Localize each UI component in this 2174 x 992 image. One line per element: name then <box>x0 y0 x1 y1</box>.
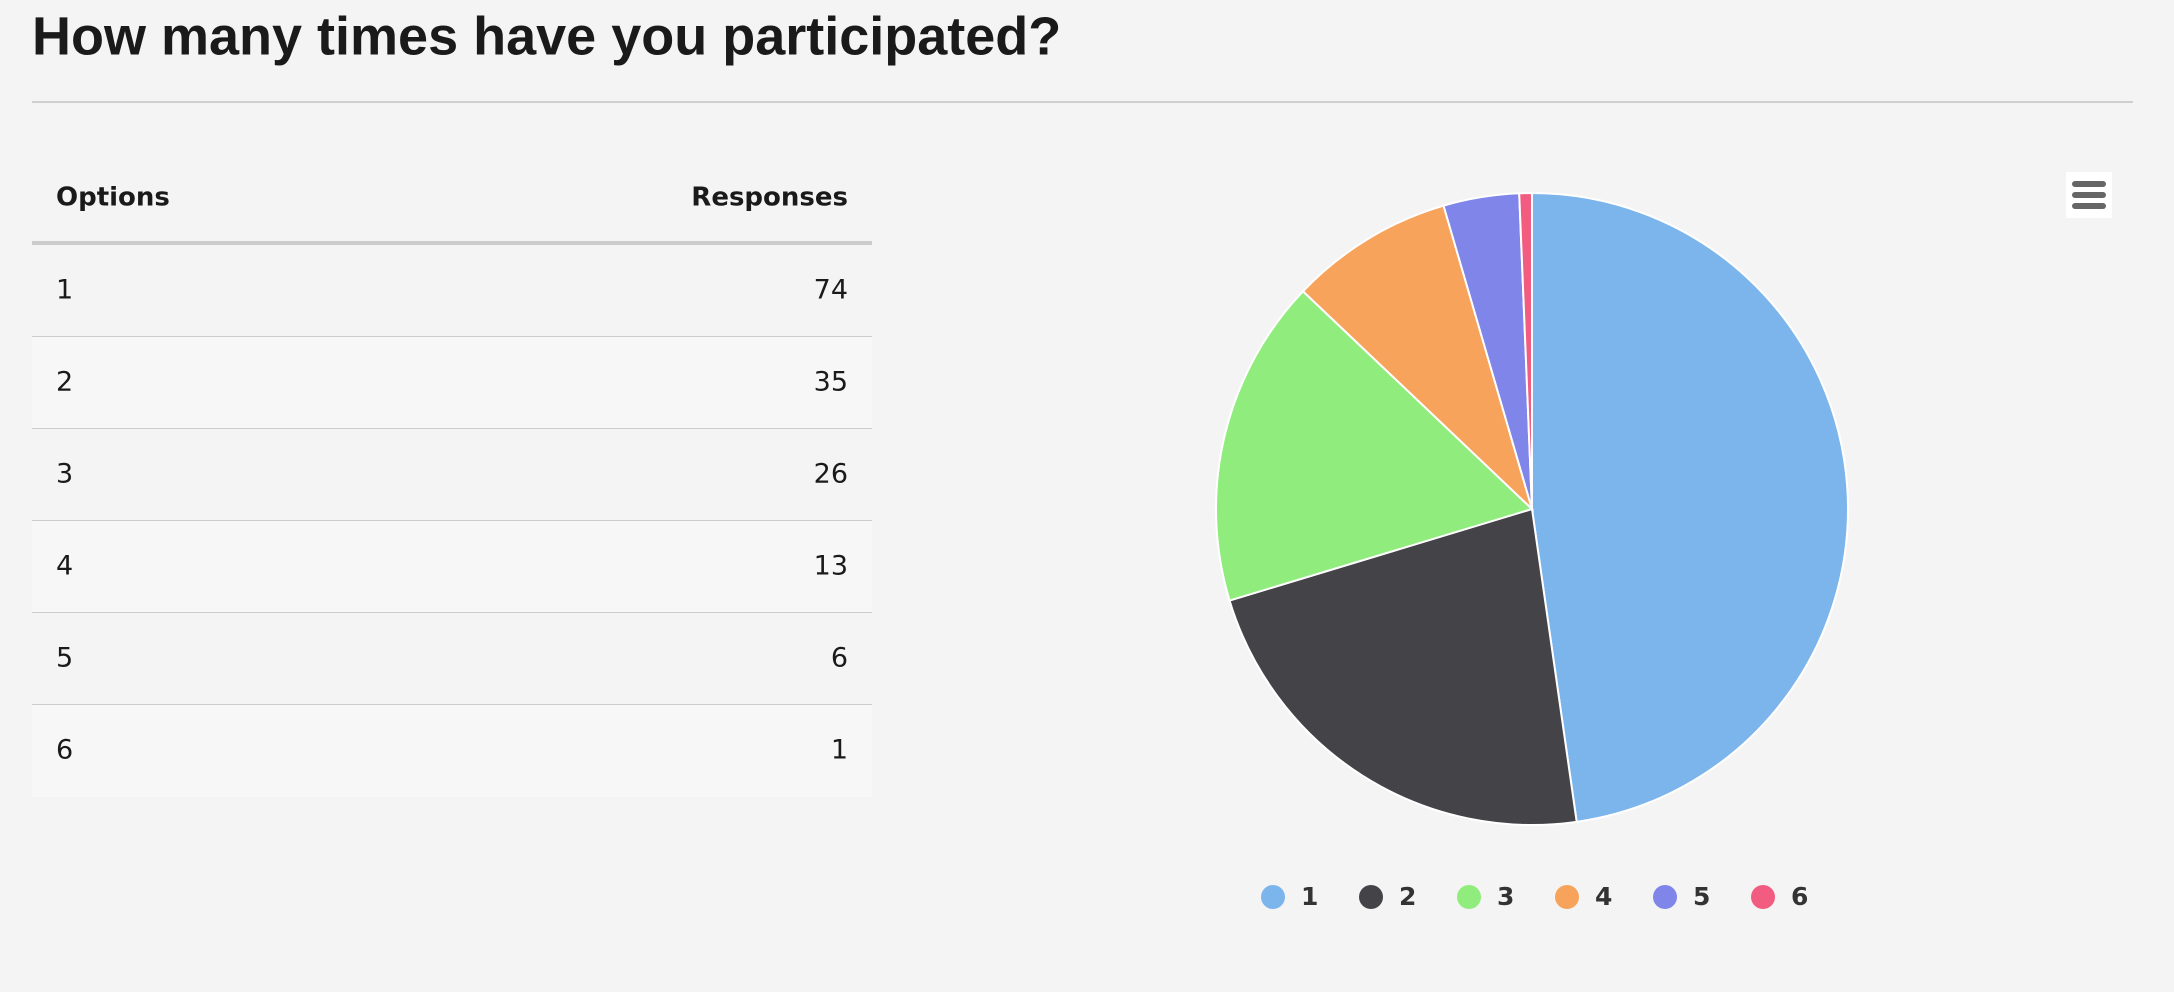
option-cell: 6 <box>56 735 73 766</box>
table-header: Options <box>56 183 170 213</box>
legend-marker[interactable] <box>1653 885 1677 909</box>
pie-slice[interactable] <box>1531 191 1849 823</box>
menu-bar <box>2072 203 2106 209</box>
legend-marker[interactable] <box>1751 885 1775 909</box>
pie-slice[interactable] <box>1518 191 1533 510</box>
legend-label[interactable]: 4 <box>1595 882 1612 911</box>
table-row <box>32 337 872 429</box>
option-cell: 2 <box>56 367 73 398</box>
menu-bar <box>2072 192 2106 198</box>
menu-button[interactable] <box>2066 172 2112 218</box>
option-cell: 4 <box>56 551 73 582</box>
page-title: How many times have you participated? <box>32 6 1061 66</box>
legend-label[interactable]: 1 <box>1301 882 1318 911</box>
pie-slice[interactable] <box>1301 204 1534 513</box>
legend-marker[interactable] <box>1555 885 1579 909</box>
option-cell: 3 <box>56 459 73 490</box>
legend-marker[interactable] <box>1457 885 1481 909</box>
table-row <box>32 705 872 797</box>
response-cell: 35 <box>814 367 848 398</box>
table-row <box>32 521 872 613</box>
pie-slice[interactable] <box>1215 289 1534 602</box>
menu-bar <box>2072 181 2106 187</box>
option-cell: 5 <box>56 643 73 674</box>
legend-label[interactable]: 5 <box>1693 882 1710 911</box>
legend-marker[interactable] <box>1359 885 1383 909</box>
response-cell: 26 <box>814 459 848 490</box>
pie-slice[interactable] <box>1228 507 1578 826</box>
response-cell: 1 <box>831 735 848 766</box>
legend-marker[interactable] <box>1261 885 1285 909</box>
legend-label[interactable]: 2 <box>1399 882 1416 911</box>
response-cell: 74 <box>814 275 848 306</box>
option-cell: 1 <box>56 275 73 306</box>
legend-label[interactable]: 3 <box>1497 882 1514 911</box>
legend-label[interactable]: 6 <box>1791 882 1808 911</box>
response-cell: 6 <box>831 643 848 674</box>
table-row <box>32 429 872 521</box>
response-cell: 13 <box>814 551 848 582</box>
table-row <box>32 613 872 705</box>
table-row <box>32 245 872 337</box>
table-header: Responses <box>691 183 848 213</box>
